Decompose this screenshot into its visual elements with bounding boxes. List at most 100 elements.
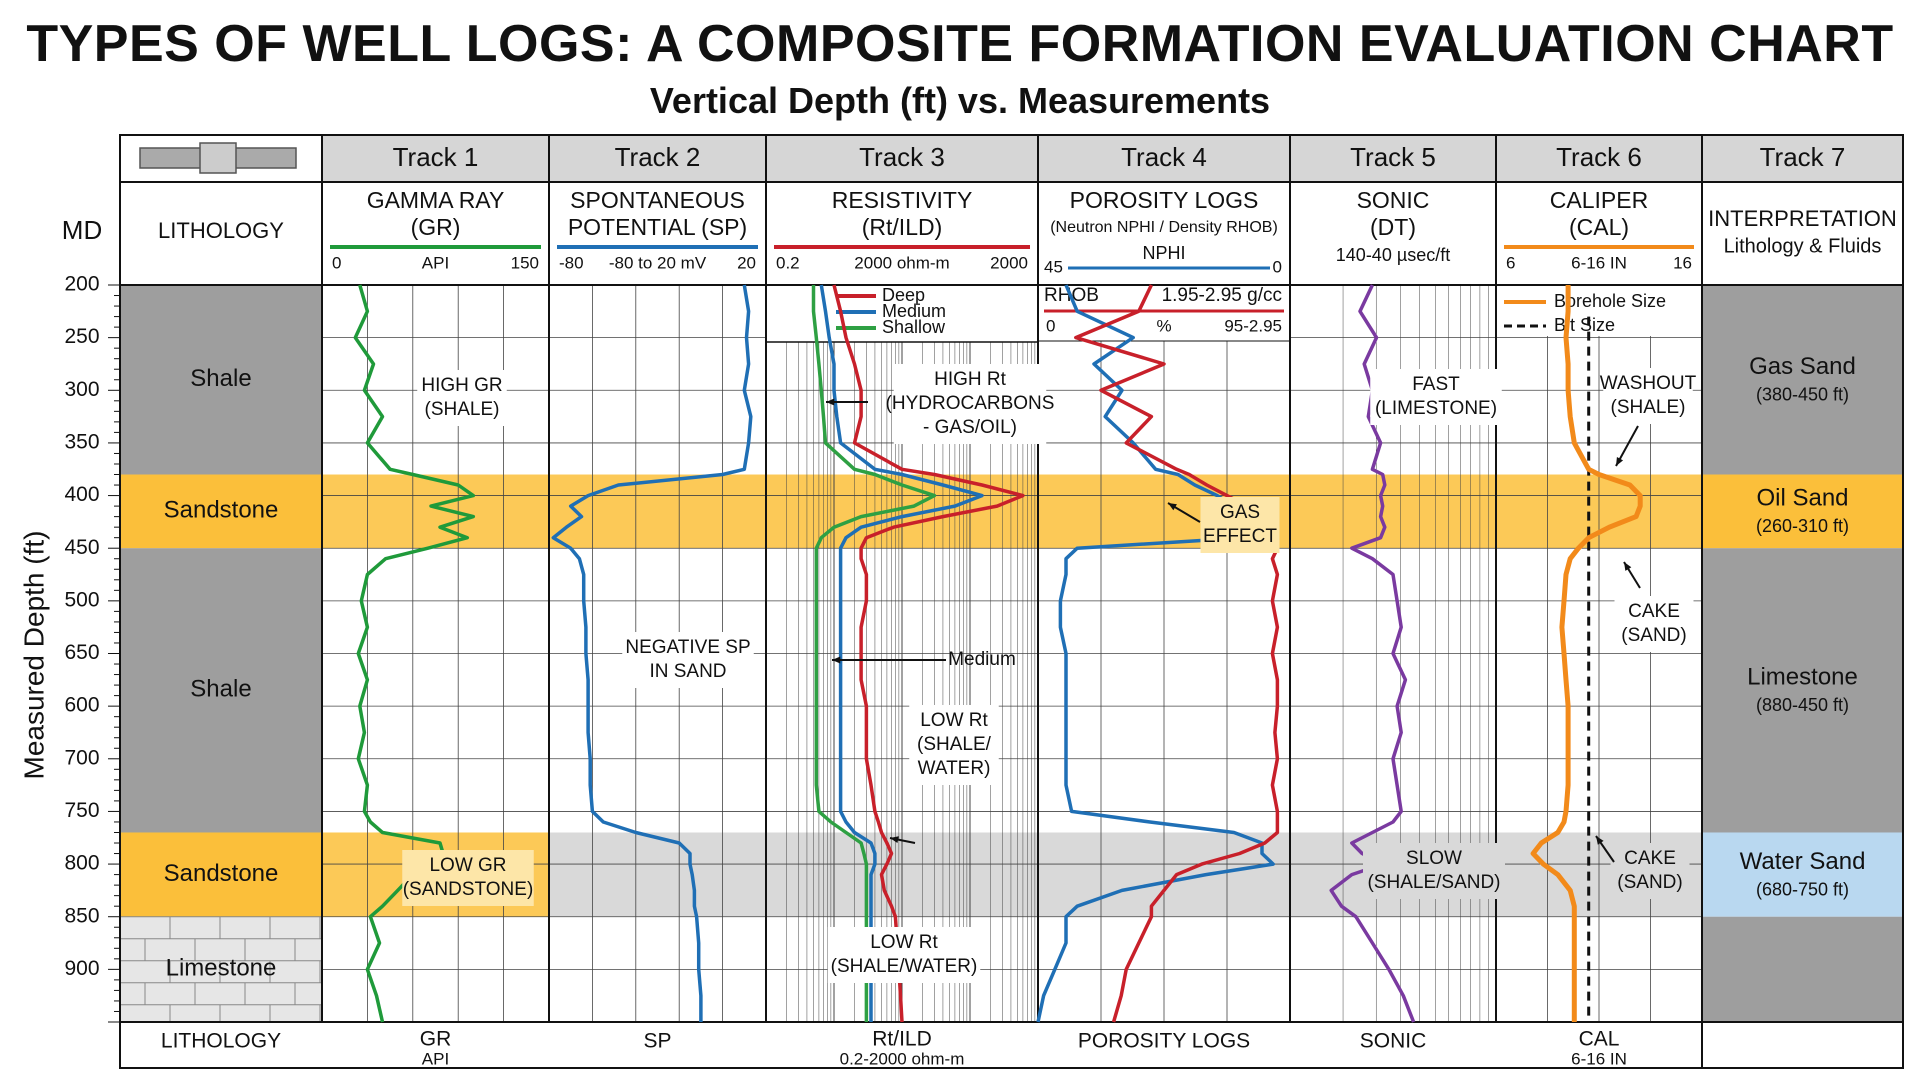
sonic-fast-note-bg — [1370, 369, 1502, 425]
washout-note-line-1: (SHALE) — [1611, 397, 1686, 418]
res-high-arrow-head — [826, 398, 835, 406]
scale-right-res: 2000 — [990, 253, 1028, 272]
depth-tick-label-4: 400 — [64, 483, 99, 506]
nphi-left: 45 — [1044, 257, 1063, 276]
sonic-curve — [1329, 284, 1416, 1023]
depth-tick-label-8: 600 — [64, 694, 99, 717]
footer-gr: GR — [420, 1028, 452, 1051]
gr-high-note-bg — [417, 370, 507, 426]
sonic-fast-note: FAST (LIMESTONE) — [1370, 369, 1502, 425]
gr-low-note-line-1: (SANDSTONE) — [403, 879, 534, 900]
sp-curve — [551, 284, 753, 1022]
depth-tick-label-0: 200 — [64, 273, 99, 296]
cake2-arrow-head — [1596, 836, 1604, 845]
chart-subtitle: Vertical Depth (ft) vs. Measurements — [649, 80, 1271, 121]
sonic-fast-note-line-1: (LIMESTONE) — [1375, 398, 1497, 419]
sp-neg-note-bg — [622, 632, 754, 688]
res-legend-label-2: Shallow — [882, 317, 946, 337]
res-low1-note-line-2: WATER) — [918, 758, 991, 779]
gr-low-note-bg — [402, 850, 534, 906]
lithology-band-sand — [120, 474, 322, 549]
scale-right-cal: 16 — [1673, 253, 1692, 272]
interp-label-2: Limestone — [1747, 664, 1858, 691]
scale-mid-sp: -80 to 20 mV — [609, 253, 707, 272]
depth-tick-label-6: 500 — [64, 588, 99, 611]
sonic-slow-note-line-0: SLOW — [1406, 848, 1462, 869]
scale-left-cal: 6 — [1506, 253, 1515, 272]
track-title-lith: LITHOLOGY — [158, 218, 284, 243]
res-low2-note-line-0: LOW Rt — [870, 932, 938, 953]
track-sub2-sonic: 140-40 µsec/ft — [1336, 245, 1450, 265]
track-title-por: POROSITY LOGS — [1070, 187, 1259, 213]
cake2-note-line-0: CAKE — [1624, 848, 1676, 869]
footer-sp: SP — [643, 1030, 671, 1053]
cake1-note-line-0: CAKE — [1628, 601, 1680, 622]
interp-range-1: (260-310 ft) — [1756, 516, 1849, 536]
track-title-sonic: SONIC — [1357, 187, 1430, 213]
interp-label-0: Gas Sand — [1749, 353, 1856, 380]
track-sub-res: (Rt/ILD) — [862, 214, 943, 240]
nphi-curve — [1036, 284, 1275, 1023]
water-sand-zone — [549, 832, 1702, 917]
scale-left-sp: -80 — [559, 253, 584, 272]
footer-res: Rt/ILD — [872, 1028, 932, 1051]
scale-mid-res: 2000 ohm-m — [854, 253, 949, 272]
lithology-band-sand — [120, 832, 322, 917]
res-low2-note: LOW Rt (SHALE/WATER) — [827, 927, 981, 983]
track-title-interp: INTERPRETATION — [1708, 206, 1897, 231]
gr-high-note-line-1: (SHALE) — [425, 399, 500, 420]
medium-res-curve — [819, 284, 984, 1022]
interp-range-3: (680-750 ft) — [1756, 879, 1849, 899]
track-sub-sp: POTENTIAL (SP) — [568, 214, 747, 240]
track-number-sonic: Track 5 — [1350, 142, 1436, 172]
interp-range-2: (880-450 ft) — [1756, 695, 1849, 715]
interp-band-2 — [1702, 548, 1903, 833]
depth-tick-label-11: 800 — [64, 852, 99, 875]
cake1-note-bg — [1614, 596, 1694, 652]
depth-tick-label-7: 650 — [64, 641, 99, 664]
cal-legend-bg — [1497, 286, 1701, 336]
cake1-note-line-1: (SAND) — [1621, 625, 1686, 646]
gas-note-line-0: GAS — [1220, 502, 1260, 523]
washout-note-line-0: WASHOUT — [1600, 373, 1697, 394]
res-high-note-line-1: (HYDROCARBONS — [886, 393, 1055, 414]
depth-tick-label-2: 300 — [64, 378, 99, 401]
pct-left: 0 — [1046, 316, 1055, 335]
res-low1-arrow-head — [890, 836, 899, 844]
track-number-gr: Track 1 — [393, 142, 479, 172]
res-medium-arrow-head — [832, 656, 841, 664]
washout-note: WASHOUT (SHALE) — [1600, 368, 1697, 424]
lithology-label-1: Sandstone — [164, 497, 279, 524]
washout-note-bg — [1603, 368, 1693, 424]
gas-note-line-1: EFFECT — [1203, 526, 1277, 547]
track-title-cal: CALIPER — [1550, 187, 1648, 213]
sonic-slow-note-line-1: (SHALE/SAND) — [1367, 872, 1500, 893]
track-title-res: RESISTIVITY — [832, 187, 973, 213]
scale-mid-gr: API — [422, 253, 449, 272]
res-high-note-bg — [893, 364, 1047, 444]
res-high-note: HIGH Rt (HYDROCARBONS - GAS/OIL) — [886, 364, 1055, 444]
footer-sonic: SONIC — [1360, 1030, 1427, 1053]
res-legend-label-1: Medium — [882, 301, 946, 321]
rhob-curve — [1074, 284, 1280, 1023]
sonic-slow-note: SLOW (SHALE/SAND) — [1363, 843, 1505, 899]
sonic-slow-note-bg — [1363, 843, 1505, 899]
track-number-por: Track 4 — [1121, 142, 1207, 172]
interp-band-1 — [1702, 474, 1903, 549]
gas-arrow-head — [1168, 503, 1177, 511]
sp-neg-note-line-0: NEGATIVE SP — [625, 637, 750, 658]
scale-mid-cal: 6-16 IN — [1571, 253, 1627, 272]
cake2-note-line-1: (SAND) — [1617, 872, 1682, 893]
depth-axis-label: Measured Depth (ft) — [18, 531, 49, 780]
gas-note: GAS EFFECT — [1200, 497, 1280, 553]
nphi-label: NPHI — [1142, 243, 1185, 263]
track-number-sp: Track 2 — [615, 142, 701, 172]
depth-tick-label-3: 350 — [64, 430, 99, 453]
cake1-note: CAKE (SAND) — [1614, 596, 1694, 652]
track-number-res: Track 3 — [859, 142, 945, 172]
sonic-fast-note-line-0: FAST — [1412, 374, 1460, 395]
washout-arrow-head — [1616, 457, 1624, 466]
res-legend-label-0: Deep — [882, 285, 925, 305]
tool-icon-center — [199, 142, 237, 174]
